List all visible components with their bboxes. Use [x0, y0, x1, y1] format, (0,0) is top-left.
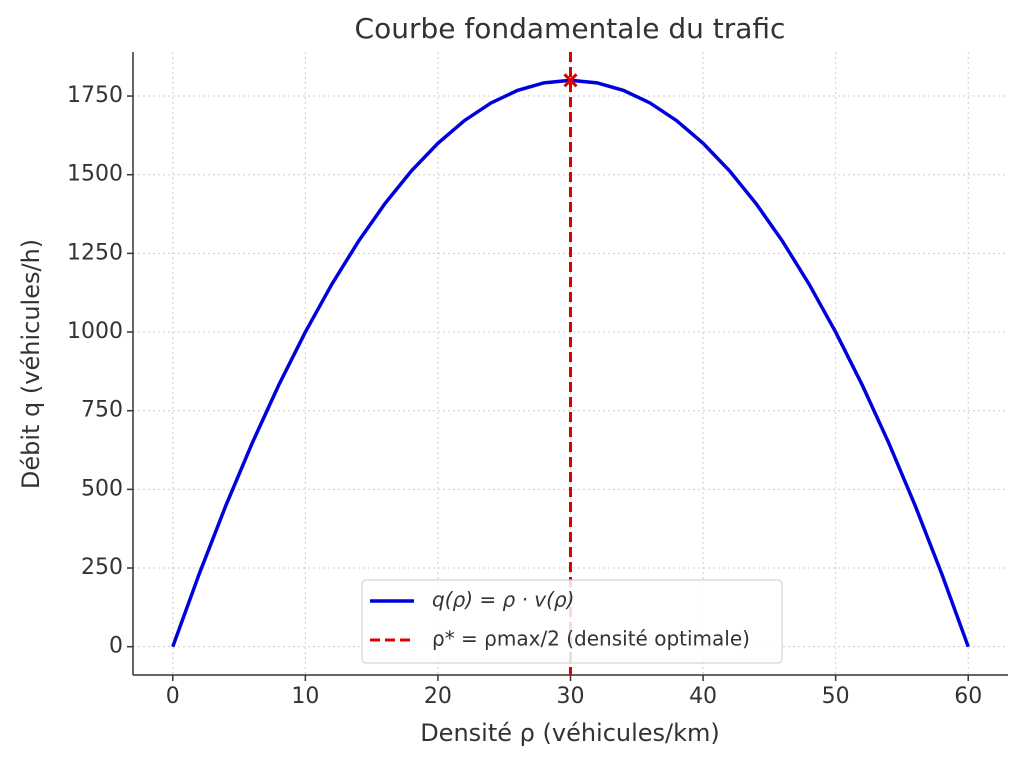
y-tick-label: 750 [81, 398, 123, 423]
legend-label: q(ρ) = ρ · v(ρ) [432, 588, 574, 612]
x-tick-label: 10 [291, 684, 319, 709]
y-tick-label: 0 [109, 634, 123, 659]
x-tick-label: 30 [557, 684, 585, 709]
y-tick-label: 1000 [67, 319, 123, 344]
optimum-marker [563, 73, 578, 88]
x-tick-label: 50 [822, 684, 850, 709]
x-tick-label: 0 [166, 684, 180, 709]
y-tick-label: 1250 [67, 240, 123, 265]
y-tick-label: 250 [81, 555, 123, 580]
legend-label: ρ* = ρmax/2 (densité optimale) [432, 627, 750, 651]
y-tick-label: 1500 [67, 162, 123, 187]
x-tick-label: 40 [689, 684, 717, 709]
y-tick-label: 1750 [67, 83, 123, 108]
y-tick-label: 500 [81, 476, 123, 501]
x-tick-label: 20 [424, 684, 452, 709]
y-axis-label: Débit q (véhicules/h) [17, 239, 45, 489]
legend-box [361, 579, 783, 664]
chart-title: Courbe fondamentale du trafic [355, 12, 786, 45]
x-axis-label: Densité ρ (véhicules/km) [420, 719, 720, 747]
x-tick-label: 60 [954, 684, 982, 709]
